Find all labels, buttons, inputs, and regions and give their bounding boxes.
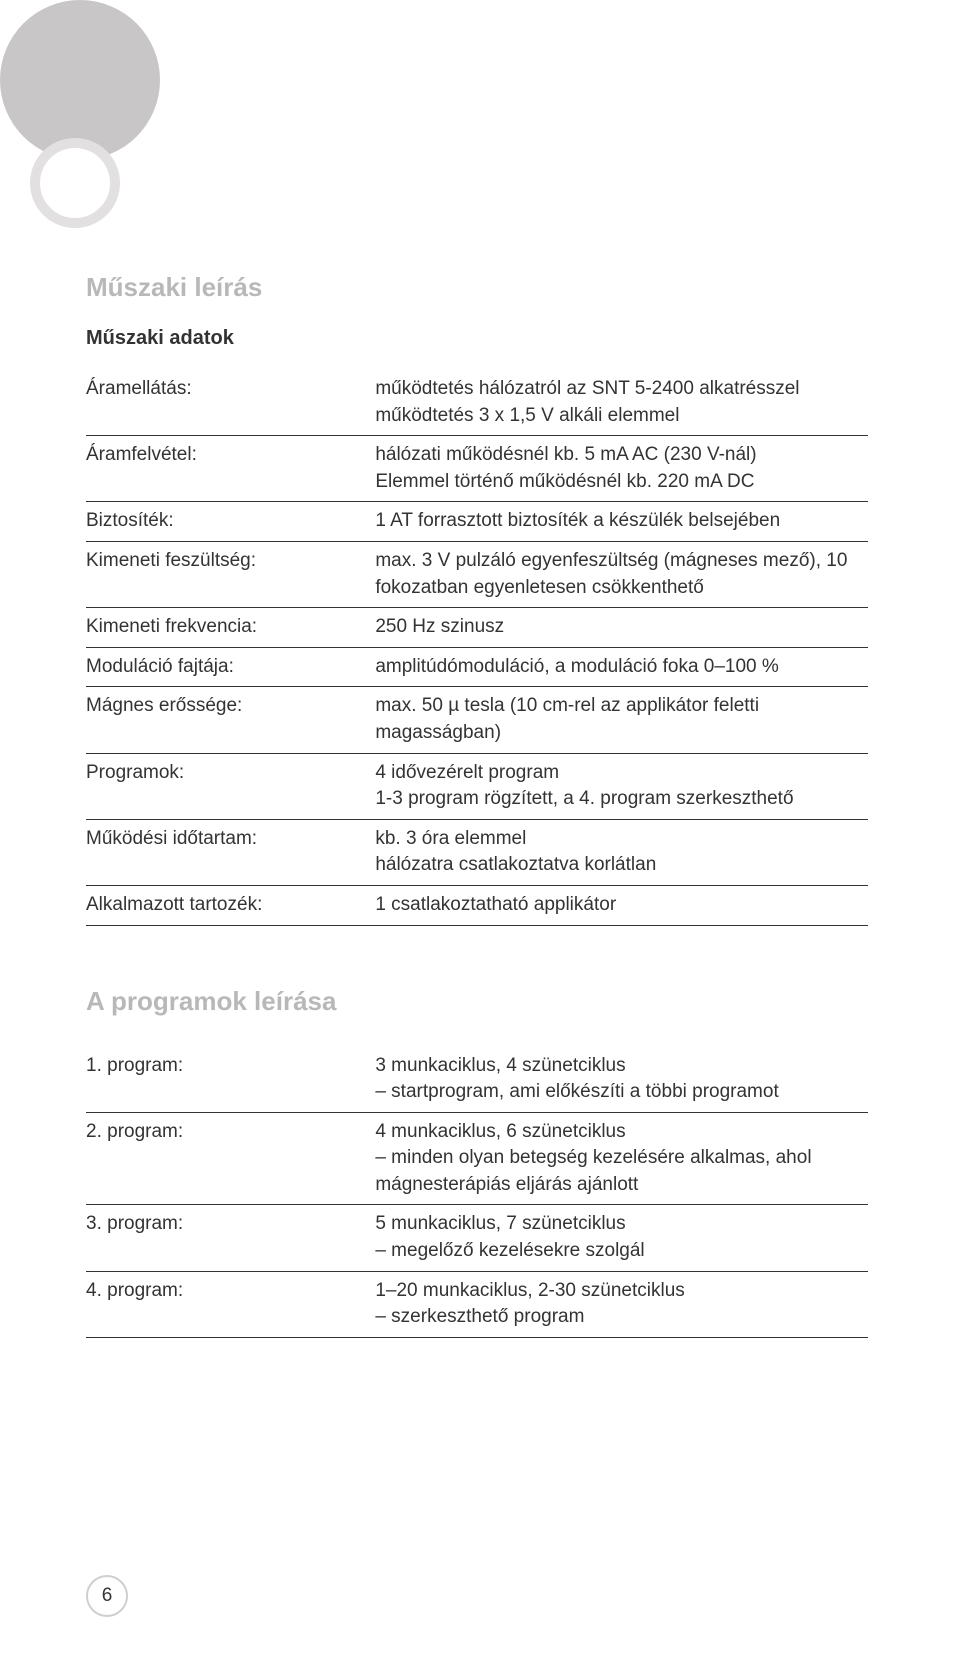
- spec-label: Működési időtartam:: [86, 819, 375, 885]
- spec-label: Áramellátás:: [86, 370, 375, 436]
- spec-label: Alkalmazott tartozék:: [86, 885, 375, 925]
- section-title-programs: A programok leírása: [86, 986, 868, 1017]
- spec-value: működtetés hálózatról az SNT 5-2400 alka…: [375, 370, 868, 436]
- spec-value: 1 AT forrasztott biztosíték a készülék b…: [375, 502, 868, 542]
- spec-label: Áramfelvétel:: [86, 436, 375, 502]
- program-label: 2. program:: [86, 1112, 375, 1205]
- program-row: 4. program:1–20 munkaciklus, 2-30 szünet…: [86, 1271, 868, 1337]
- logo-filled-circle: [0, 0, 160, 160]
- page-number: 6: [102, 1585, 113, 1607]
- technical-spec-table: Áramellátás:működtetés hálózatról az SNT…: [86, 370, 868, 926]
- programs-section: A programok leírása 1. program:3 munkaci…: [86, 986, 868, 1338]
- program-row: 3. program:5 munkaciklus, 7 szünetciklus…: [86, 1205, 868, 1271]
- program-label: 1. program:: [86, 1047, 375, 1113]
- spec-value: 1 csatlakoztatható applikátor: [375, 885, 868, 925]
- spec-label: Mágnes erőssége:: [86, 687, 375, 753]
- program-value: 4 munkaciklus, 6 szünetciklus– minden ol…: [375, 1112, 868, 1205]
- program-row: 1. program:3 munkaciklus, 4 szünetciklus…: [86, 1047, 868, 1113]
- spec-value: hálózati működésnél kb. 5 mA AC (230 V-n…: [375, 436, 868, 502]
- section-title-technical: Műszaki leírás: [86, 272, 868, 303]
- logo-mark: [0, 0, 180, 240]
- spec-value: kb. 3 óra elemmelhálózatra csatlakoztatv…: [375, 819, 868, 885]
- spec-label: Programok:: [86, 753, 375, 819]
- spec-row: Áramellátás:működtetés hálózatról az SNT…: [86, 370, 868, 436]
- program-label: 3. program:: [86, 1205, 375, 1271]
- spec-label: Biztosíték:: [86, 502, 375, 542]
- spec-value: 250 Hz szinusz: [375, 608, 868, 648]
- spec-row: Programok:4 idővezérelt program1-3 progr…: [86, 753, 868, 819]
- logo-ring-circle: [30, 138, 120, 228]
- page-footer: 6: [86, 1575, 128, 1617]
- page-number-badge: 6: [86, 1575, 128, 1617]
- programs-table: 1. program:3 munkaciklus, 4 szünetciklus…: [86, 1047, 868, 1338]
- spec-label: Kimeneti feszültség:: [86, 541, 375, 607]
- spec-row: Mágnes erőssége:max. 50 µ tesla (10 cm-r…: [86, 687, 868, 753]
- subtitle-technical-data: Műszaki adatok: [86, 327, 868, 350]
- spec-row: Működési időtartam:kb. 3 óra elemmelháló…: [86, 819, 868, 885]
- program-label: 4. program:: [86, 1271, 375, 1337]
- spec-value: 4 idővezérelt program1-3 program rögzíte…: [375, 753, 868, 819]
- program-value: 5 munkaciklus, 7 szünetciklus– megelőző …: [375, 1205, 868, 1271]
- spec-value: amplitúdómoduláció, a moduláció foka 0–1…: [375, 647, 868, 687]
- spec-row: Biztosíték:1 AT forrasztott biztosíték a…: [86, 502, 868, 542]
- program-value: 3 munkaciklus, 4 szünetciklus– startprog…: [375, 1047, 868, 1113]
- spec-row: Alkalmazott tartozék:1 csatlakoztatható …: [86, 885, 868, 925]
- program-value: 1–20 munkaciklus, 2-30 szünetciklus– sze…: [375, 1271, 868, 1337]
- spec-label: Kimeneti frekvencia:: [86, 608, 375, 648]
- spec-row: Moduláció fajtája:amplitúdómoduláció, a …: [86, 647, 868, 687]
- spec-row: Kimeneti feszültség:max. 3 V pulzáló egy…: [86, 541, 868, 607]
- spec-row: Kimeneti frekvencia:250 Hz szinusz: [86, 608, 868, 648]
- program-row: 2. program:4 munkaciklus, 6 szünetciklus…: [86, 1112, 868, 1205]
- spec-label: Moduláció fajtája:: [86, 647, 375, 687]
- spec-value: max. 50 µ tesla (10 cm-rel az applikátor…: [375, 687, 868, 753]
- spec-value: max. 3 V pulzáló egyenfeszültség (mágnes…: [375, 541, 868, 607]
- spec-row: Áramfelvétel:hálózati működésnél kb. 5 m…: [86, 436, 868, 502]
